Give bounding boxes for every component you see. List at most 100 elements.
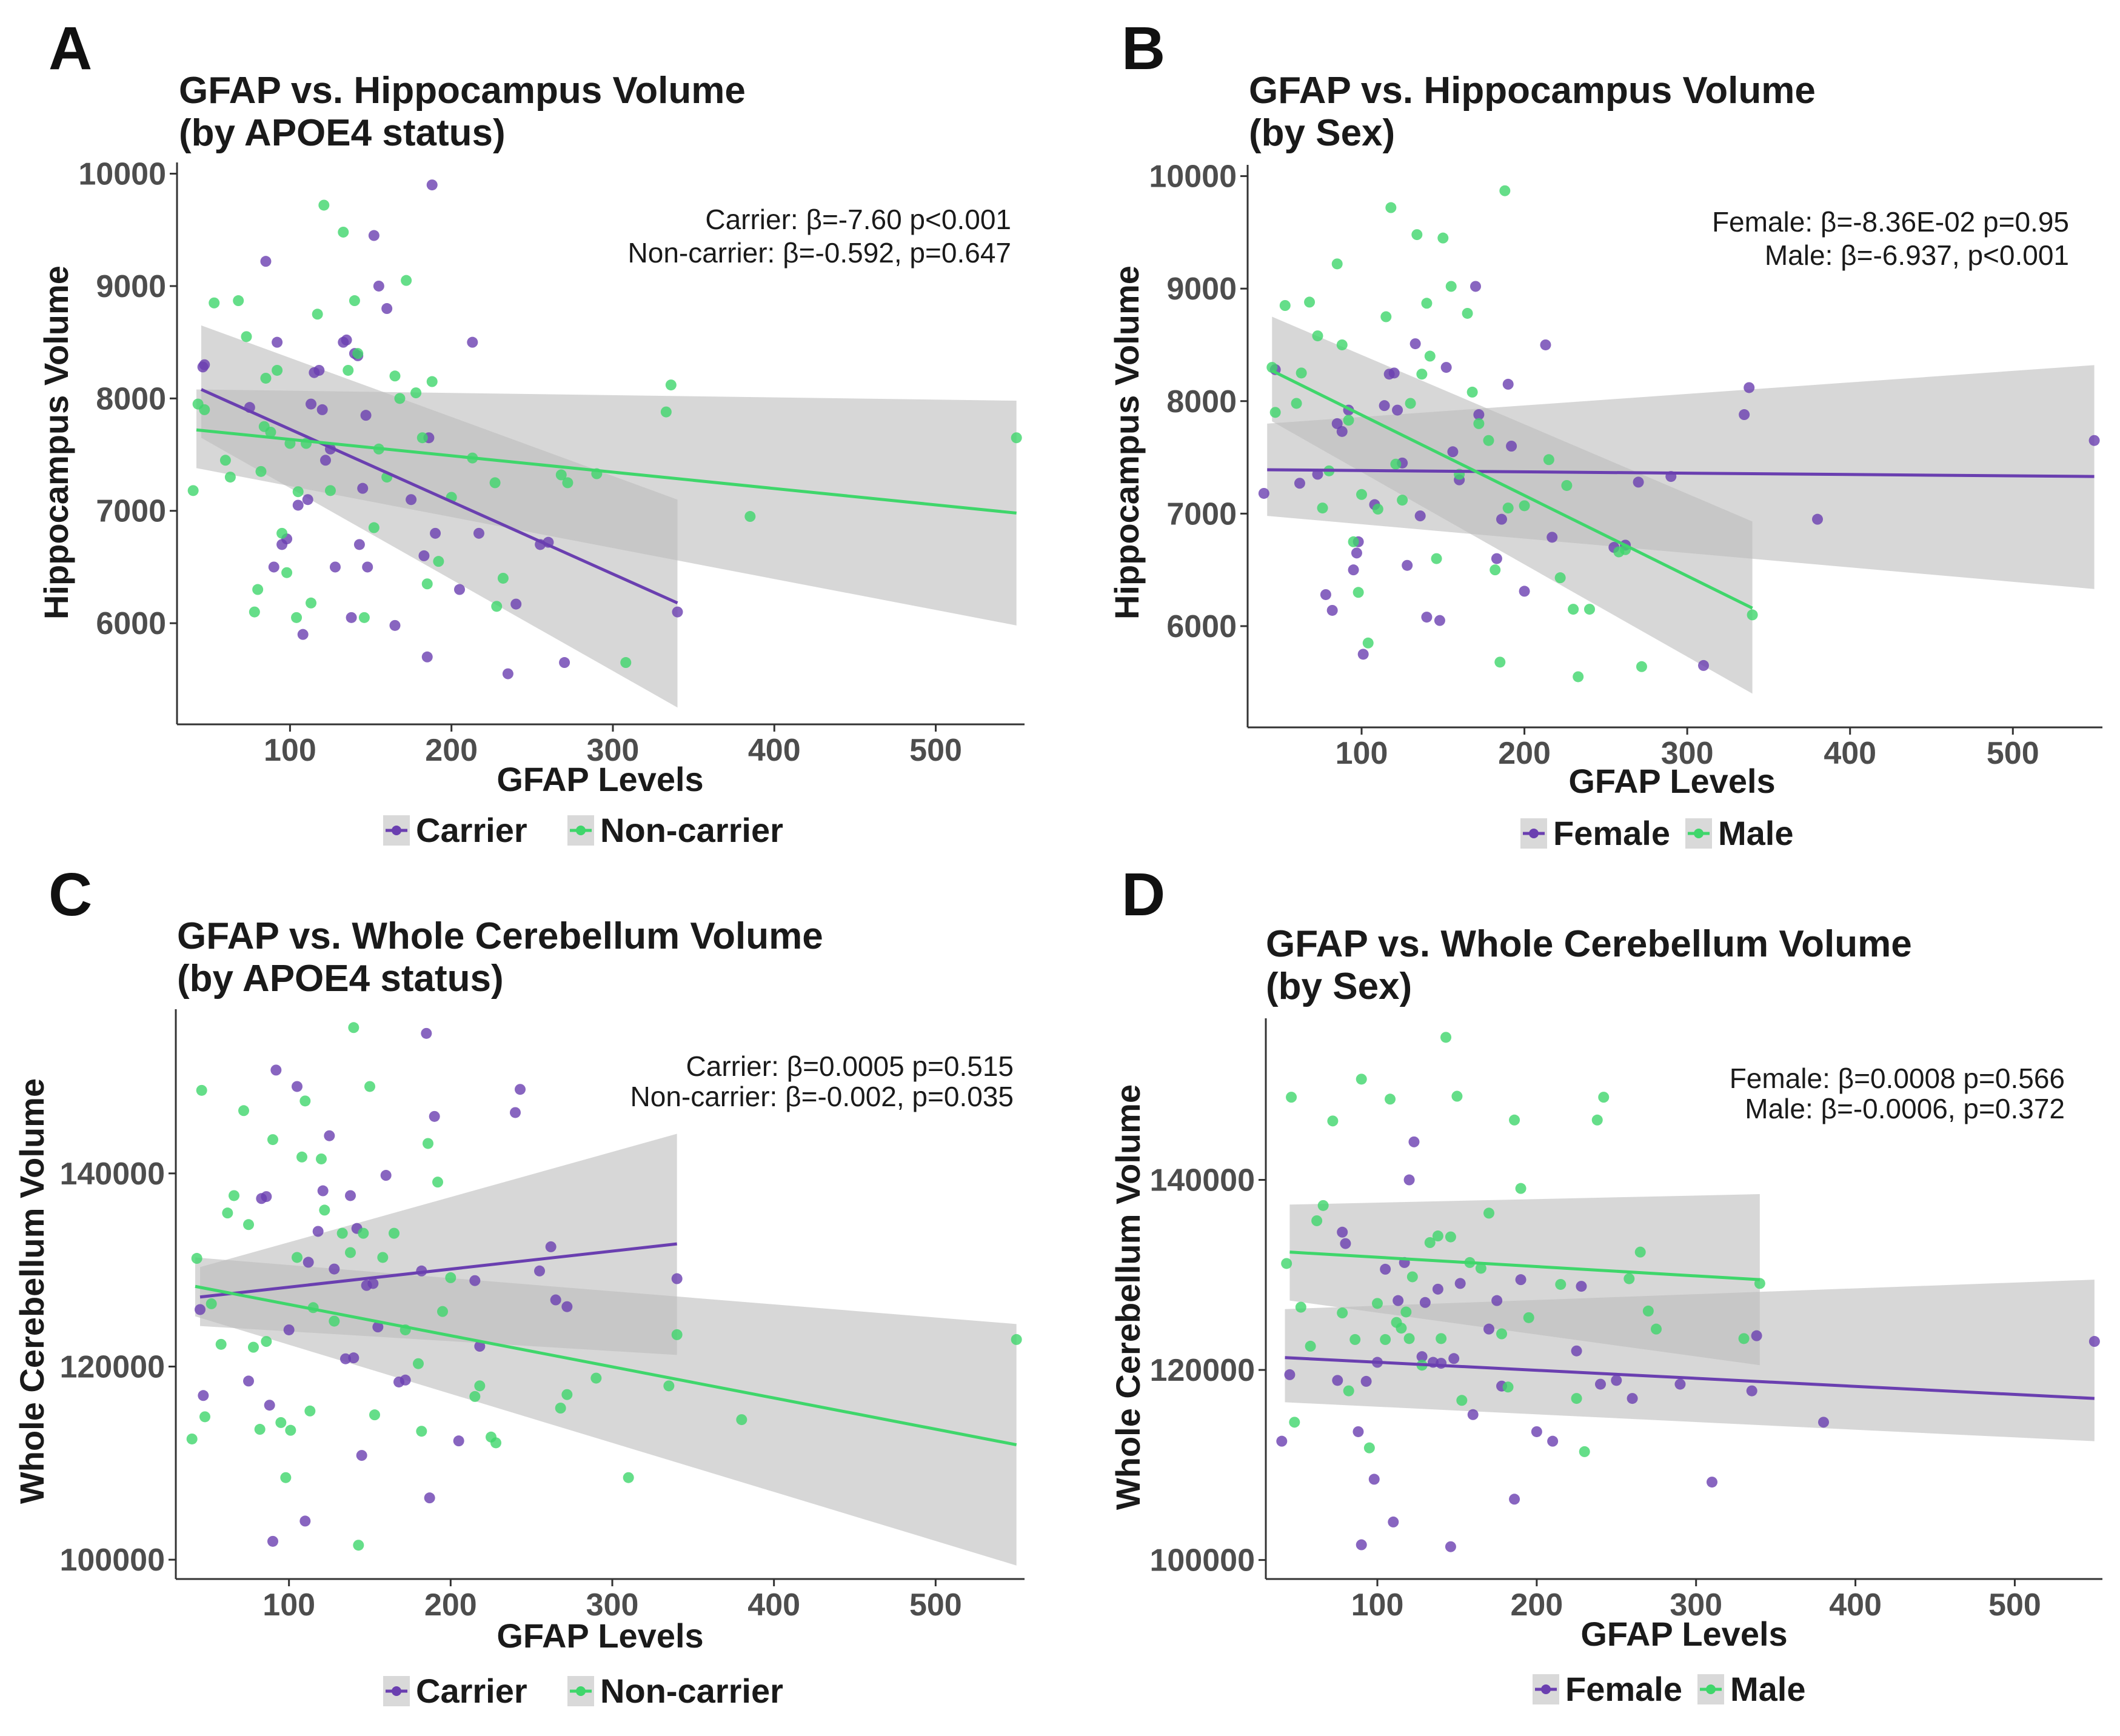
data-point-non-carrier: [490, 1437, 501, 1449]
data-point-female: [1336, 426, 1348, 437]
data-point-female: [1337, 1226, 1348, 1238]
data-point-female: [1674, 1378, 1686, 1390]
data-point-carrier: [341, 334, 352, 346]
x-tick-label: 500: [1987, 736, 2039, 771]
legend: Female Male: [1520, 814, 1794, 852]
data-point-carrier: [545, 1241, 557, 1252]
data-point-female: [1818, 1417, 1829, 1428]
data-point-male: [1634, 1246, 1646, 1258]
data-point-carrier: [421, 1027, 432, 1039]
data-point-non-carrier: [474, 1380, 486, 1392]
data-point-female: [1379, 400, 1390, 412]
data-point-female: [1467, 1409, 1479, 1420]
data-point-male: [1738, 1333, 1750, 1344]
data-point-non-carrier: [199, 404, 210, 415]
data-point-male: [1396, 1323, 1407, 1334]
legend-label-carrier: Carrier: [416, 1672, 527, 1710]
data-point-non-carrier: [469, 1390, 481, 1402]
legend-label-male: Male: [1718, 814, 1794, 852]
data-point-male: [1349, 1334, 1361, 1345]
data-point-female: [2088, 1336, 2100, 1347]
data-point-carrier: [303, 1257, 314, 1268]
data-point-male: [1353, 587, 1364, 598]
x-tick-label: 500: [1988, 1587, 2041, 1623]
data-point-male: [1591, 1114, 1603, 1126]
data-point-male: [1431, 553, 1442, 564]
data-point-male: [1400, 1306, 1412, 1318]
data-point-non-carrier: [364, 1081, 375, 1092]
panel-letter-c: C: [48, 861, 93, 929]
data-point-male: [1456, 1395, 1468, 1406]
data-point-non-carrier: [280, 1472, 292, 1483]
data-point-male: [1437, 232, 1449, 244]
data-point-non-carrier: [348, 1022, 359, 1033]
data-point-female: [1331, 418, 1343, 429]
stats-annotation: Male: β=-0.0006, p=0.372: [1745, 1093, 2065, 1124]
x-tick-label: 300: [587, 733, 640, 768]
data-point-non-carrier: [489, 477, 501, 489]
data-point-carrier: [373, 280, 384, 292]
data-point-male: [1747, 609, 1758, 621]
data-point-carrier: [356, 1450, 367, 1461]
data-point-male: [1523, 1312, 1534, 1323]
data-point-male: [1432, 1230, 1443, 1242]
data-point-female: [1491, 1295, 1503, 1306]
data-point-carrier: [329, 561, 341, 573]
legend: Carrier Non-carrier: [383, 1672, 783, 1710]
data-point-non-carrier: [416, 432, 428, 444]
y-tick-label: 6000: [1166, 609, 1237, 644]
data-point-female: [1698, 659, 1709, 671]
data-point-male: [1424, 1237, 1436, 1248]
stats-annotation: Non-carrier: β=-0.592, p=0.647: [628, 237, 1011, 269]
data-point-carrier: [299, 1515, 311, 1527]
y-tick-label: 8000: [96, 381, 166, 416]
data-point-non-carrier: [252, 584, 264, 595]
x-tick-label: 300: [1661, 736, 1714, 771]
data-point-carrier: [362, 561, 373, 573]
data-point-male: [1494, 656, 1506, 668]
legend-label-female: Female: [1565, 1670, 1682, 1708]
y-tick-label: 100000: [59, 1543, 165, 1578]
x-axis-label: GFAP Levels: [497, 1617, 703, 1655]
data-point-non-carrier: [349, 295, 360, 307]
data-point-carrier: [267, 1535, 278, 1547]
data-point-male: [1289, 1417, 1300, 1428]
data-point-non-carrier: [319, 1204, 330, 1216]
data-point-carrier: [381, 303, 393, 315]
fit-line-male: [1271, 369, 1753, 610]
legend-key-dot: [576, 826, 586, 835]
legend-key-dot: [1529, 829, 1539, 838]
data-point-male: [1584, 604, 1595, 615]
data-point-female: [1470, 281, 1481, 292]
data-point-carrier: [261, 1191, 272, 1203]
data-point-male: [1390, 458, 1402, 470]
data-point-female: [1360, 1375, 1372, 1387]
data-point-male: [1372, 503, 1383, 515]
chart-panel-d: GFAP vs. Whole Cerebellum Volume(by Sex)…: [1109, 923, 2102, 1708]
data-point-non-carrier: [1011, 1334, 1022, 1345]
x-tick-label: 100: [1351, 1587, 1404, 1623]
chart-title-line: GFAP vs. Hippocampus Volume: [1249, 70, 1816, 112]
data-point-male: [1499, 185, 1511, 196]
data-point-female: [1744, 382, 1755, 393]
data-point-carrier: [467, 336, 478, 348]
legend: Female Male: [1533, 1670, 1806, 1708]
legend-label-carrier: Carrier: [416, 811, 527, 849]
data-point-female: [1547, 1435, 1559, 1447]
data-point-female: [1326, 604, 1338, 616]
data-point-non-carrier: [281, 567, 293, 578]
data-point-non-carrier: [432, 1177, 443, 1188]
data-point-female: [1496, 513, 1507, 525]
data-point-carrier: [510, 598, 522, 610]
data-point-male: [1406, 1271, 1418, 1283]
data-point-male: [1623, 1273, 1635, 1284]
chart-title-line: GFAP vs. Whole Cerebellum Volume: [177, 915, 823, 957]
data-point-non-carrier: [555, 1403, 566, 1414]
data-point-non-carrier: [265, 426, 276, 438]
data-point-female: [1540, 339, 1551, 350]
data-point-carrier: [319, 455, 331, 466]
legend-key-dot: [1706, 1684, 1716, 1694]
data-point-non-carrier: [562, 477, 573, 489]
chart-panel-b: GFAP vs. Hippocampus Volume(by Sex) 100 20…: [1108, 70, 2102, 852]
data-point-male: [1385, 1093, 1396, 1105]
